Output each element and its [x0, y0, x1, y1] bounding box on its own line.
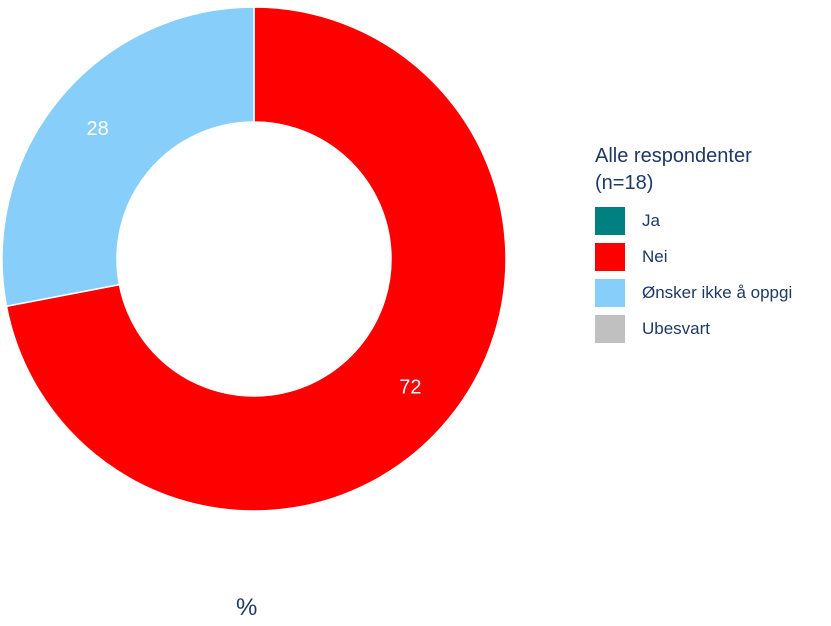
- legend-swatch: [595, 243, 625, 271]
- legend-title: Alle respondenter (n=18): [595, 143, 815, 197]
- legend-swatch: [595, 315, 625, 343]
- legend-item: Ubesvart: [595, 315, 815, 343]
- slice-nei: [5, 6, 507, 512]
- slice-nsker-ikke-oppgi: [1, 6, 255, 308]
- legend-label: Nei: [642, 247, 668, 266]
- data-label-nei: 72: [399, 377, 421, 399]
- legend-label: Ja: [642, 211, 660, 230]
- legend-item: Ønsker ikke å oppgi: [595, 279, 815, 307]
- data-label-nsker-ikke-oppgi: 28: [86, 118, 108, 140]
- legend: Alle respondenter (n=18) Ja Nei Ønsker ikke…: [595, 143, 815, 351]
- legend-title-line-1: Alle respondenter: [595, 145, 752, 167]
- legend-items: Ja Nei Ønsker ikke å oppgi Ubesvart: [595, 207, 815, 343]
- legend-swatch: [595, 279, 625, 307]
- legend-swatch: [595, 207, 625, 235]
- legend-label: Ubesvart: [642, 319, 711, 338]
- slice-layer: [1, 6, 507, 512]
- unit-label: %: [236, 594, 258, 621]
- legend-label: Ønsker ikke å oppgi: [642, 283, 793, 302]
- legend-item: Nei: [595, 243, 815, 271]
- legend-title-line-2: (n=18): [595, 172, 654, 194]
- legend-item: Ja: [595, 207, 815, 235]
- data-label-layer: 72 28: [86, 118, 421, 399]
